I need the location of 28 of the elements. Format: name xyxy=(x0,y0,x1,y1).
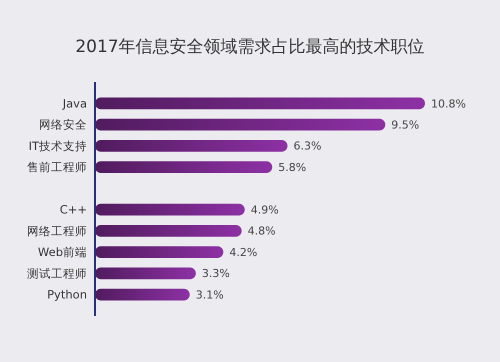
bar xyxy=(95,161,272,173)
data-label: 3.3% xyxy=(202,267,230,280)
bar xyxy=(95,288,190,300)
y-tick-label: Java xyxy=(62,96,87,110)
y-tick-label: IT技术支持 xyxy=(28,138,87,153)
bar xyxy=(95,225,242,237)
data-label: 9.5% xyxy=(391,118,420,132)
y-tick-label: C++ xyxy=(60,202,87,217)
data-label: 4.2% xyxy=(229,246,258,259)
y-tick-label: 网络工程师 xyxy=(27,224,87,238)
bar xyxy=(95,98,425,110)
bar xyxy=(95,268,196,280)
data-label: 6.3% xyxy=(294,140,322,153)
y-tick-label: Python xyxy=(47,288,87,302)
bar xyxy=(95,246,224,258)
data-label: 4.9% xyxy=(250,203,279,216)
bar xyxy=(95,204,245,216)
chart-title: 2017年信息安全领域需求占比最高的技术职位 xyxy=(75,37,425,57)
bar xyxy=(95,140,288,152)
data-label: 4.8% xyxy=(248,224,276,238)
y-tick-label: 售前工程师 xyxy=(27,160,87,174)
data-label: 3.1% xyxy=(196,288,224,302)
y-tick-label: 网络安全 xyxy=(39,118,87,132)
y-tick-label: 测试工程师 xyxy=(27,266,87,280)
data-label: 10.8% xyxy=(431,97,466,110)
bar xyxy=(95,118,386,130)
y-tick-label: Web前端 xyxy=(38,245,87,260)
data-label: 5.8% xyxy=(278,160,306,174)
